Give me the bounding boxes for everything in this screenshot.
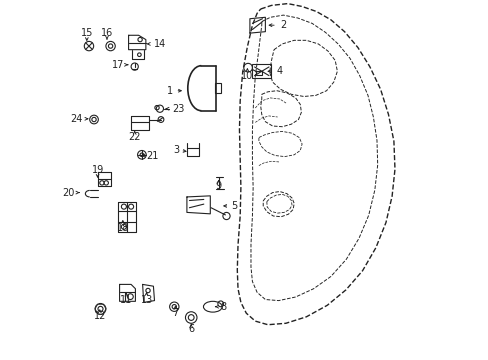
Text: 16: 16 [101, 28, 113, 38]
Text: 9: 9 [215, 181, 221, 192]
Text: 15: 15 [81, 28, 93, 38]
Text: 21: 21 [146, 150, 159, 161]
Text: 19: 19 [91, 165, 103, 175]
Text: 3: 3 [172, 145, 179, 156]
Text: 6: 6 [188, 324, 194, 334]
Bar [215, 83, 221, 93]
Text: 11: 11 [120, 294, 132, 305]
Text: 4: 4 [276, 66, 282, 76]
Text: 8: 8 [220, 302, 225, 312]
Text: 13: 13 [140, 294, 152, 305]
Text: 1: 1 [167, 86, 173, 96]
Text: 18: 18 [117, 222, 129, 233]
Text: 12: 12 [93, 311, 106, 321]
Bar [255, 71, 262, 75]
Text: 23: 23 [171, 104, 184, 114]
Text: 22: 22 [128, 132, 141, 142]
Text: 20: 20 [62, 188, 75, 198]
Text: 14: 14 [153, 39, 166, 49]
Bar [252, 64, 270, 78]
Text: 10: 10 [241, 71, 253, 81]
Text: 24: 24 [70, 114, 82, 124]
Text: 5: 5 [230, 201, 237, 211]
Text: 2: 2 [279, 20, 285, 30]
Text: 17: 17 [111, 60, 123, 70]
Text: 7: 7 [172, 308, 178, 318]
